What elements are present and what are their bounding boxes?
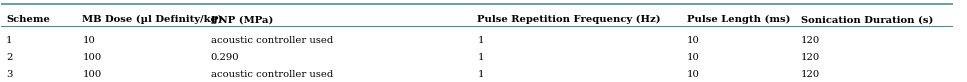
Text: 1: 1 xyxy=(6,36,13,45)
Text: acoustic controller used: acoustic controller used xyxy=(211,36,333,45)
Text: 1: 1 xyxy=(478,70,484,79)
Text: 100: 100 xyxy=(82,70,102,79)
Text: 10: 10 xyxy=(687,36,699,45)
Text: 100: 100 xyxy=(82,53,102,62)
Text: 120: 120 xyxy=(801,53,820,62)
Text: 1: 1 xyxy=(478,53,484,62)
Text: 1: 1 xyxy=(478,36,484,45)
Text: 10: 10 xyxy=(687,53,699,62)
Text: 120: 120 xyxy=(801,70,820,79)
Text: 10: 10 xyxy=(82,36,95,45)
Text: Pulse Repetition Frequency (Hz): Pulse Repetition Frequency (Hz) xyxy=(478,15,660,24)
Text: Sonication Duration (s): Sonication Duration (s) xyxy=(801,15,933,24)
Text: Pulse Length (ms): Pulse Length (ms) xyxy=(687,15,790,24)
Text: Scheme: Scheme xyxy=(6,15,50,24)
Text: 2: 2 xyxy=(6,53,13,62)
Text: PNP (MPa): PNP (MPa) xyxy=(211,15,273,24)
Text: acoustic controller used: acoustic controller used xyxy=(211,70,333,79)
Text: 120: 120 xyxy=(801,36,820,45)
Text: MB Dose (µl Definity/kg): MB Dose (µl Definity/kg) xyxy=(82,15,222,24)
Text: 3: 3 xyxy=(6,70,13,79)
Text: 10: 10 xyxy=(687,70,699,79)
Text: 0.290: 0.290 xyxy=(211,53,240,62)
